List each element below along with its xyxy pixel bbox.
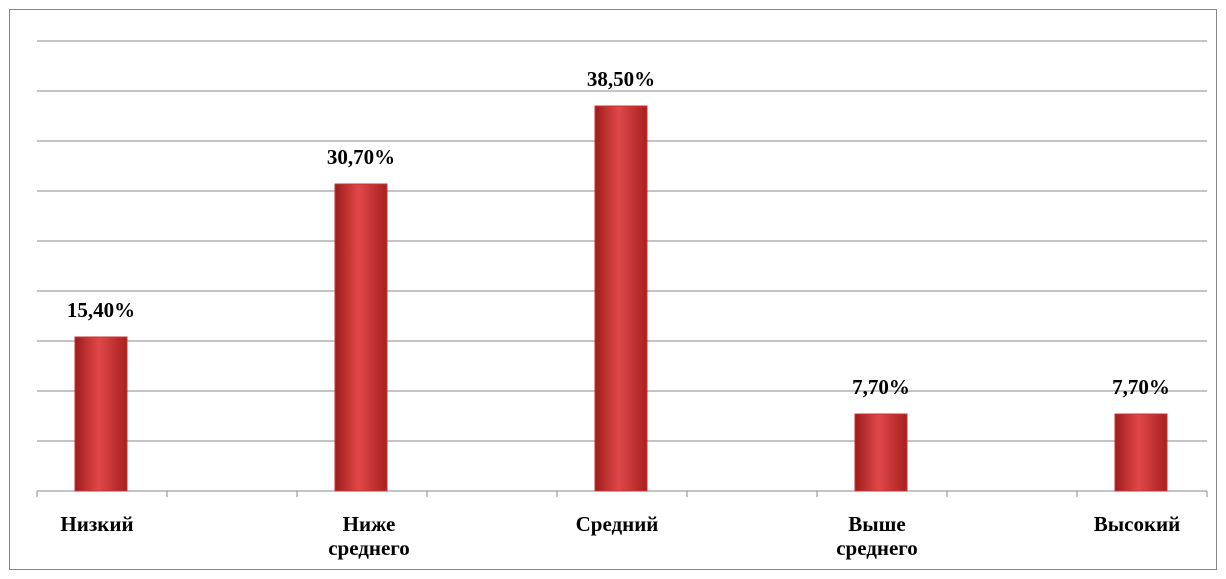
- bar: [1114, 413, 1168, 492]
- value-label: 30,70%: [327, 145, 395, 169]
- value-label: 7,70%: [1112, 375, 1170, 399]
- x-tick-label: Выше среднего: [836, 512, 918, 560]
- bar: [594, 105, 648, 492]
- bar: [854, 413, 908, 492]
- bar: [74, 336, 128, 492]
- x-tick-label: Низкий: [60, 512, 133, 536]
- x-tick-label: Ниже среднего: [328, 512, 410, 560]
- x-tick-label: Высокий: [1094, 512, 1181, 536]
- value-label: 38,50%: [587, 67, 655, 91]
- value-label: 15,40%: [67, 298, 135, 322]
- bar: [334, 183, 388, 492]
- value-label: 7,70%: [852, 375, 910, 399]
- chart-frame: [9, 9, 1217, 570]
- x-tick-label: Средний: [576, 512, 659, 536]
